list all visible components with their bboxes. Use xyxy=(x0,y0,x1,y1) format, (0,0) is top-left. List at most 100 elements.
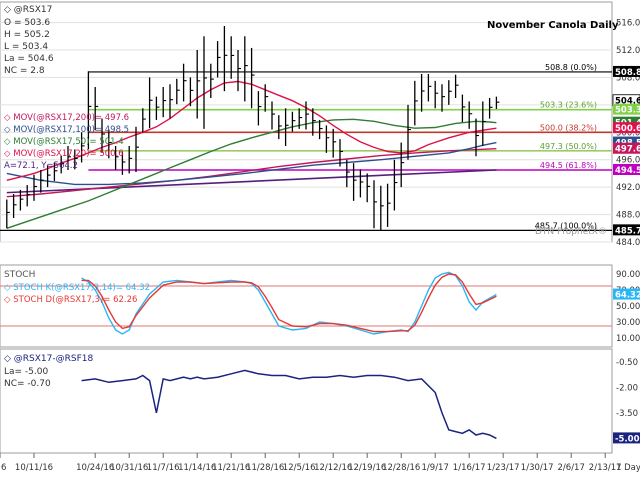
time-label-16: 2/6/17 xyxy=(558,463,585,473)
axis-badge-bg xyxy=(613,142,640,154)
price-bar-62 xyxy=(420,74,425,112)
price-bar-71 xyxy=(482,101,486,146)
time-label-8: 12/5/16 xyxy=(283,463,316,473)
time-label-11: 12/28/16 xyxy=(382,463,420,473)
price-bar-46 xyxy=(312,108,316,136)
time-label-0: 6 xyxy=(1,463,6,473)
price-bar-67 xyxy=(454,74,459,98)
time-label-5: 11/14/16 xyxy=(178,463,216,473)
price-bar-15 xyxy=(101,118,105,153)
axis-badge-text: 497.6 xyxy=(615,145,640,155)
axis-badge-text: 503.3 xyxy=(615,106,640,116)
price-bar-26 xyxy=(176,78,180,105)
axis-badge-fib_236: 503.3 xyxy=(613,103,640,116)
chart-title: November Canola Daily xyxy=(487,20,619,31)
axis-badge-text: 504.6 xyxy=(615,97,640,107)
price-bar-18 xyxy=(121,151,126,175)
price-ytick-1: 512.0 xyxy=(616,46,640,56)
price-bar-47 xyxy=(318,119,323,140)
stoch-panel-label: STOCH xyxy=(4,270,35,280)
price-bar-69 xyxy=(468,101,473,129)
time-label-13: 1/16/17 xyxy=(453,463,486,473)
stoch-k-badge: 64.32 xyxy=(613,288,640,301)
price-ytick-6: 492.0 xyxy=(616,183,640,193)
price-bar-48 xyxy=(325,125,330,153)
fib-label-fib_618: 494.5 (61.8%) xyxy=(540,161,597,170)
price-bar-31 xyxy=(210,63,214,98)
study-legend-sma20: ◇ MOV(@RSX17,20)= 500.6 xyxy=(4,149,124,159)
axis-badge-bg xyxy=(613,224,640,236)
axis-badge-bg xyxy=(613,65,640,77)
axis-badge-fib_high: 508.8 xyxy=(613,65,640,78)
price-bar-11 xyxy=(74,149,78,170)
axis-badge-text: 508.8 xyxy=(615,68,640,78)
time-label-10: 12/19/16 xyxy=(348,463,386,473)
spread-last-badge: -5.00 xyxy=(613,432,640,444)
quote-h: H = 505.2 xyxy=(4,30,50,40)
time-label-1: 10/11/16 xyxy=(15,463,53,473)
price-bar-43 xyxy=(291,111,296,132)
stoch_k-line xyxy=(81,271,497,335)
price-ytick-0: 516.0 xyxy=(616,19,640,29)
spread-ytick-0: -0.50 xyxy=(616,358,638,368)
spread-symbol: ◇ @RSX17-@RSF18 xyxy=(4,354,93,364)
price-bar-68 xyxy=(461,94,466,122)
study-legend-sma50: ◇ MOV(@RSX17,50)= 501.4 xyxy=(4,137,124,147)
y-axis-labels: 516.0512.0508.0504.0500.0496.0492.0488.0… xyxy=(612,19,640,444)
price-bar-28 xyxy=(189,77,194,107)
price-bar-54 xyxy=(366,173,371,203)
price-bar-27 xyxy=(182,63,187,102)
price-bar-45 xyxy=(305,101,309,130)
spread-panel: ◇ @RSX17-@RSF18 La= -5.00 NC= -0.70 xyxy=(0,348,613,454)
fib-label-fib_236: 503.3 (23.6%) xyxy=(540,101,597,110)
axis-badge-bg xyxy=(613,122,640,134)
sma100-line xyxy=(6,141,497,186)
time-label-17: 2/13/17 xyxy=(589,463,622,473)
time-axis: 6 10/11/16 10/24/1610/31/1611/7/1611/14/16… xyxy=(0,453,640,473)
price-bar-50 xyxy=(339,139,343,167)
time-label-6: 11/21/16 xyxy=(212,463,250,473)
price-bar-44 xyxy=(298,108,303,129)
axis-badge-fib_low: 485.7 xyxy=(613,224,640,236)
price-bar-22 xyxy=(148,77,153,129)
price-bar-32 xyxy=(216,41,221,78)
price-bar-30 xyxy=(203,36,207,129)
price-bar-70 xyxy=(475,118,479,157)
study-legend-sma100: ◇ MOV(@RSX17,100)= 498.5 xyxy=(4,125,129,135)
price-ytick-8: 484.0 xyxy=(616,238,640,248)
quote-nc: NC = 2.8 xyxy=(4,66,45,76)
price-bar-12 xyxy=(80,132,85,163)
axis-badge-bg xyxy=(613,164,640,175)
quote-o: O = 503.6 xyxy=(4,18,50,28)
price-bar-53 xyxy=(359,169,364,198)
price-bar-52 xyxy=(352,163,357,201)
spread-ytick-1: -2.00 xyxy=(616,383,638,393)
sma200-line xyxy=(6,148,497,198)
spread-line xyxy=(81,369,497,440)
price-bar-37 xyxy=(250,47,255,109)
price-bar-3 xyxy=(19,189,24,211)
price-symbol: ◇ @RSX17 xyxy=(4,5,52,15)
spread-quote-la: La= -5.00 xyxy=(4,367,48,377)
price-bar-38 xyxy=(257,91,262,126)
price-bar-6 xyxy=(40,170,44,193)
fib-label-fib_low: 485.7 (100.0%) xyxy=(535,221,597,230)
price-bar-61 xyxy=(414,80,418,126)
price-bar-19 xyxy=(128,146,133,174)
stoch-ytick-2: 50.00 xyxy=(616,302,640,312)
price-bar-5 xyxy=(33,174,37,201)
fibonacci-levels: 508.8 (0.0%) 503.3 (23.6%) 500.0 (38.2%) 49… xyxy=(0,63,612,231)
stoch-legend-stoch_k: ◇ STOCH K(@RSX17,3,14)= 64.32 xyxy=(4,283,150,293)
axis-badge-text: 485.7 xyxy=(615,226,640,236)
spread-ytick-2: -3.50 xyxy=(616,409,638,419)
time-label-3: 10/31/16 xyxy=(110,463,148,473)
price-bar-23 xyxy=(155,96,160,120)
price-bar-55 xyxy=(373,180,377,229)
price-bar-24 xyxy=(162,87,167,118)
quote-l: L = 503.4 xyxy=(4,42,48,52)
price-bar-72 xyxy=(488,98,493,119)
spread-line-path xyxy=(81,369,497,440)
price-bar-41 xyxy=(278,115,282,140)
stoch-legend-stoch_d: ◇ STOCH D(@RSX17,3)= 62.26 xyxy=(4,295,137,305)
